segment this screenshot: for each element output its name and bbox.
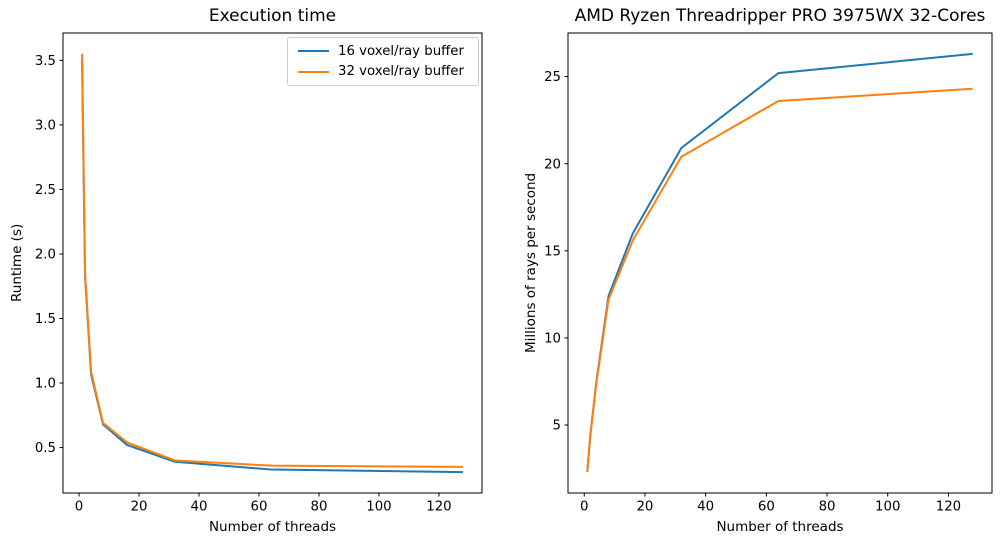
x-tick-label: 60	[758, 500, 775, 515]
legend-label: 32 voxel/ray buffer	[338, 64, 464, 80]
x-tick-label: 0	[75, 500, 83, 515]
legend-line-swatch-blue	[298, 49, 329, 53]
x-axis-label: Number of threads	[716, 519, 844, 535]
legend-item: 32 voxel/ray buffer	[288, 64, 478, 79]
series-line-1-chart-0	[81, 53, 463, 468]
legend-label: 16 voxel/ray buffer	[338, 43, 464, 59]
y-tick-label: 5	[553, 419, 561, 434]
x-tick-label: 40	[191, 500, 208, 515]
x-tick-label: 100	[366, 500, 391, 515]
legend-line-swatch-orange	[298, 70, 329, 74]
y-tick-label: 1.5	[35, 312, 56, 327]
legend: 16 voxel/ray buffer 32 voxel/ray buffer	[287, 37, 479, 86]
y-tick-label: 0.5	[35, 441, 56, 456]
y-tick-label: 25	[544, 70, 561, 85]
x-tick-label: 0	[580, 500, 588, 515]
x-tick-label: 40	[697, 500, 714, 515]
x-tick-label: 60	[251, 500, 268, 515]
y-tick-label: 3.0	[35, 118, 56, 133]
series-line-0-chart-1	[586, 52, 973, 473]
axes-frame	[62, 32, 483, 494]
legend-item: 16 voxel/ray buffer	[288, 44, 478, 59]
x-tick-label: 80	[819, 500, 836, 515]
y-tick-label: 2.0	[35, 248, 56, 263]
chart-title: AMD Ryzen Threadripper PRO 3975WX 32-Cor…	[574, 6, 986, 26]
series-line-0-chart-0	[81, 60, 463, 474]
x-tick-label: 100	[875, 500, 900, 515]
y-axis-label: Runtime (s)	[9, 223, 25, 303]
y-tick-label: 15	[544, 244, 561, 259]
y-tick-label: 10	[544, 332, 561, 347]
x-tick-label: 20	[131, 500, 148, 515]
x-tick-label: 20	[636, 500, 653, 515]
series-line-1-chart-1	[586, 87, 973, 473]
x-tick-label: 120	[936, 500, 961, 515]
y-tick-label: 1.0	[35, 377, 56, 392]
y-tick-label: 2.5	[35, 183, 56, 198]
x-tick-label: 80	[311, 500, 328, 515]
chart-title: Execution time	[208, 6, 337, 26]
y-tick-label: 20	[544, 157, 561, 172]
x-tick-label: 120	[426, 500, 451, 515]
y-axis-label: Millions of rays per second	[523, 172, 539, 354]
y-tick-label: 3.5	[35, 54, 56, 69]
axes-frame	[567, 32, 993, 494]
x-axis-label: Number of threads	[208, 519, 337, 535]
